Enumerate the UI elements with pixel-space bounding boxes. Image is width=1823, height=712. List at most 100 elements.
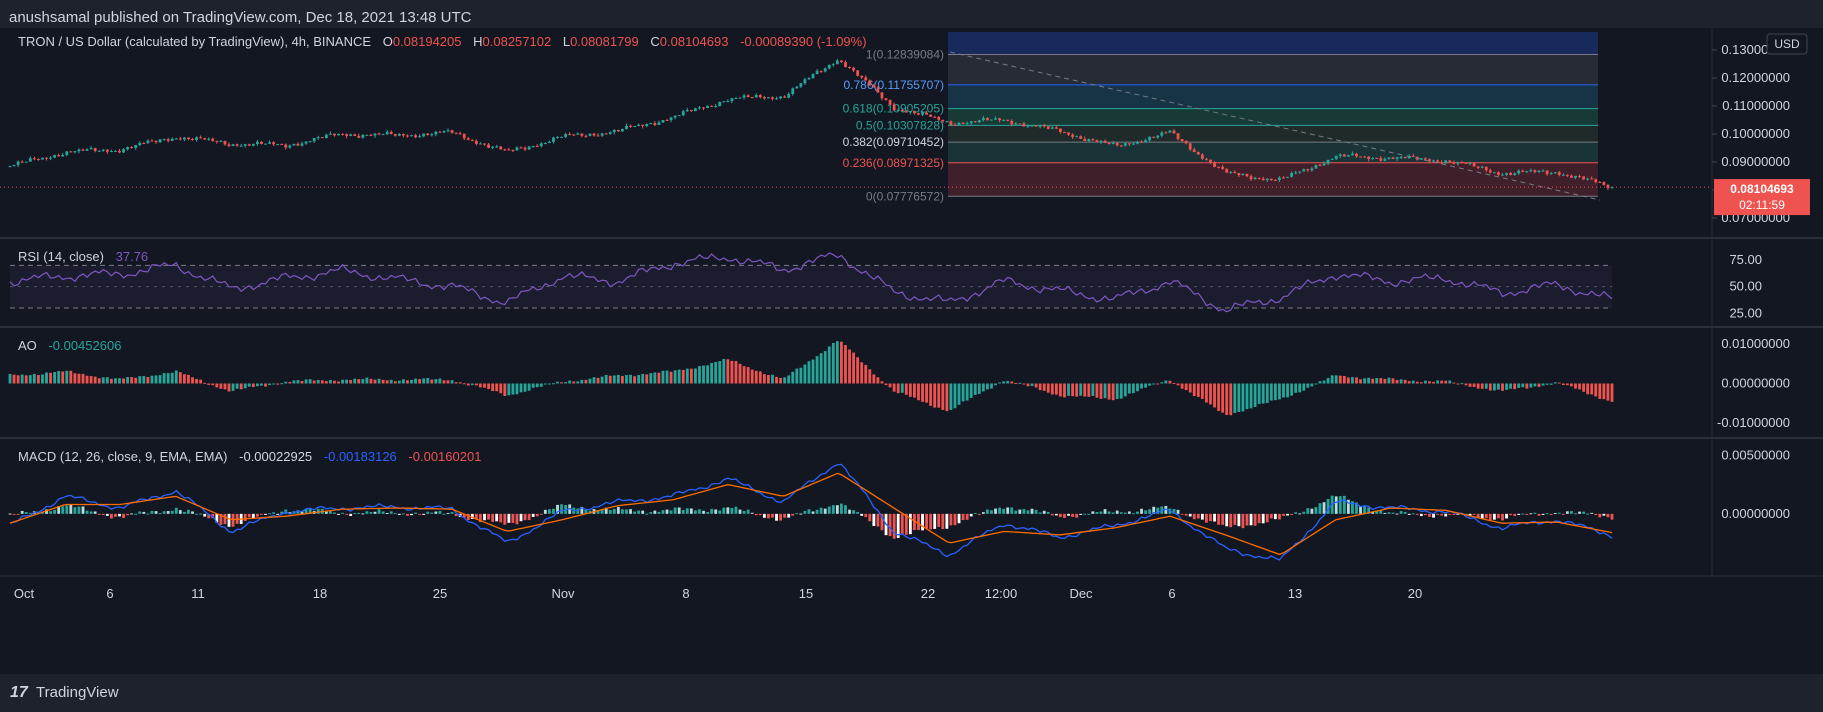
ao-bar — [913, 383, 916, 398]
ao-legend[interactable]: AO -0.00452606 — [18, 338, 121, 353]
macd-hist-bar — [1322, 502, 1326, 514]
candle-body — [819, 70, 823, 72]
candle-body — [535, 145, 539, 147]
macd-hist-bar — [195, 513, 198, 515]
macd-legend[interactable]: MACD (12, 26, close, 9, EMA, EMA) -0.000… — [18, 449, 481, 464]
candle-body — [1424, 158, 1427, 160]
macd-hist-bar — [434, 511, 438, 514]
candle-body — [1099, 140, 1103, 142]
rsi-value: 37.76 — [116, 249, 149, 264]
macd-tick-label: 0.00000000 — [1721, 506, 1790, 521]
macd-hist-bar — [1038, 512, 1042, 514]
fib-level-label: 0.786(0.11755707) — [843, 78, 944, 92]
candle-body — [1452, 161, 1456, 164]
ao-bar — [1205, 383, 1208, 403]
macd-hist-bar — [1448, 513, 1452, 515]
macd-hist-bar — [385, 513, 389, 515]
macd-hist-bar — [1391, 512, 1395, 514]
candle-body — [243, 144, 247, 146]
macd-hist-bar — [150, 510, 154, 514]
fib-level-label: 0.5(0.10307828) — [856, 118, 944, 132]
ao-bar — [1411, 380, 1415, 384]
candle-body — [937, 116, 941, 120]
macd-hist-bar — [580, 506, 584, 514]
macd-hist-bar — [511, 513, 515, 523]
ao-bar — [1294, 383, 1298, 393]
candle-body — [1306, 169, 1310, 171]
macd-hist-bar — [166, 511, 170, 514]
ao-title: AO — [18, 338, 37, 353]
macd-hist-bar — [645, 513, 649, 515]
candle-body — [783, 96, 787, 98]
macd-hist-bar — [876, 513, 880, 527]
macd-hist-bar — [1541, 513, 1545, 515]
macd-hist-bar — [1290, 513, 1294, 515]
fib-trend-line[interactable] — [949, 51, 1601, 201]
macd-hist-bar — [373, 511, 377, 514]
candle-body — [268, 142, 271, 144]
chart-svg[interactable]: 1(0.12839084)0.786(0.11755707)0.618(0.10… — [0, 28, 1823, 674]
candle-body — [1582, 176, 1586, 180]
ao-bar — [1407, 381, 1411, 384]
candle-body — [1570, 175, 1573, 178]
macd-hist-bar — [1152, 506, 1156, 514]
ao-bar — [1480, 383, 1484, 389]
currency-button[interactable] — [1766, 33, 1808, 55]
macd-hist-bar — [268, 513, 271, 515]
macd-hist-bar — [612, 508, 616, 514]
rsi-tick-label: 50.00 — [1729, 279, 1762, 294]
candle-body — [458, 133, 462, 135]
candle-body — [564, 134, 568, 137]
rsi-legend[interactable]: RSI (14, close) 37.76 — [18, 249, 148, 264]
rsi-scale[interactable]: 25.00 50.00 75.00 — [1729, 252, 1762, 320]
candle-body — [1338, 154, 1342, 156]
macd-hist-bar — [718, 510, 722, 514]
candle-body — [1529, 170, 1533, 172]
macd-hist-bar — [1063, 513, 1066, 519]
macd-hist-bar — [746, 509, 750, 514]
fib-retracement[interactable] — [948, 32, 1598, 197]
ao-bar — [418, 379, 422, 384]
ao-scale[interactable]: -0.01000000 0.00000000 0.01000000 — [1717, 336, 1790, 430]
candle-body — [641, 124, 645, 126]
candle-body — [1160, 132, 1164, 136]
ao-bar — [653, 372, 657, 384]
price-tag — [1714, 179, 1810, 216]
ao-bar — [969, 383, 973, 398]
candle-body — [1501, 174, 1504, 176]
candle-body — [888, 99, 892, 105]
candle-body — [434, 131, 438, 135]
candle-body — [1140, 141, 1143, 143]
ao-value: -0.00452606 — [48, 338, 121, 353]
candle-body — [823, 68, 827, 72]
ao-bar — [1123, 383, 1127, 397]
candle-body — [795, 86, 799, 89]
ao-bar — [856, 357, 860, 384]
tradingview-logo-icon[interactable]: 17 — [10, 684, 28, 701]
candle-body — [807, 78, 811, 80]
ao-bar — [361, 379, 365, 384]
ao-bar — [714, 362, 718, 384]
macd-hist-bar — [219, 513, 223, 525]
ao-bar — [771, 374, 774, 384]
ao-bar — [1132, 383, 1135, 394]
macd-scale[interactable]: 0.00000000 0.00500000 — [1721, 447, 1790, 520]
macd-hist-bar — [341, 512, 344, 514]
candle-body — [324, 134, 328, 138]
time-scale[interactable]: Oct 6 11 18 25 Nov 8 15 22 12:00 Dec 6 13 20 — [14, 586, 1422, 601]
macd-hist-bar — [1424, 513, 1427, 516]
macd-hist-bar — [1269, 513, 1273, 519]
macd-hist-bar — [1484, 513, 1488, 519]
macd-hist-bar — [762, 513, 766, 518]
candle-body — [1063, 132, 1066, 134]
macd-hist-bar — [365, 511, 369, 514]
candle-body — [32, 158, 36, 160]
price-tag-value: 0.08104693 — [1730, 182, 1794, 196]
macd-hist-bar — [126, 513, 130, 516]
ao-bar — [823, 351, 827, 384]
fib-level-label: 0(0.07776572) — [866, 189, 944, 203]
chart-area[interactable]: 1(0.12839084)0.786(0.11755707)0.618(0.10… — [0, 28, 1823, 674]
candle-body — [77, 149, 81, 152]
main-legend[interactable]: TRON / US Dollar (calculated by TradingV… — [18, 34, 867, 49]
candle-body — [1310, 168, 1314, 171]
